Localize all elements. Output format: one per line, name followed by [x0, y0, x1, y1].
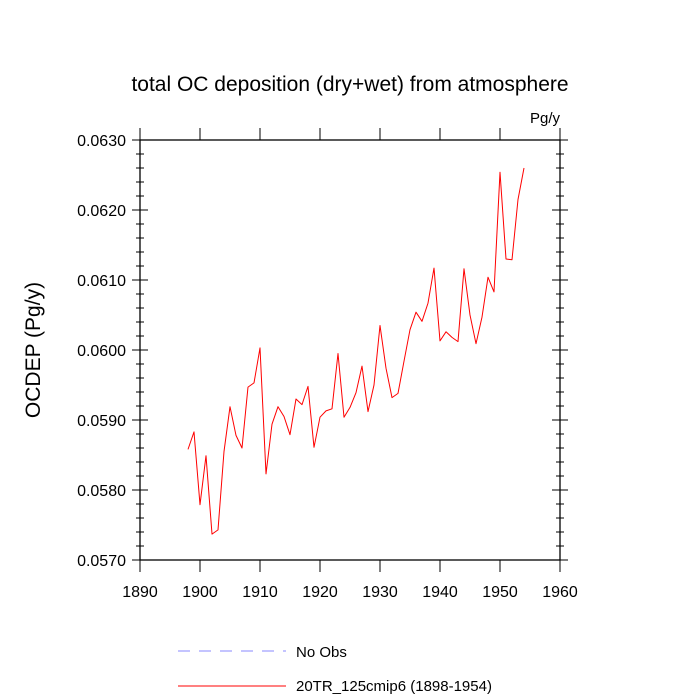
y-axis-label: OCDEP (Pg/y) — [22, 282, 45, 418]
legend: No Obs 20TR_125cmip6 (1898-1954) — [178, 644, 492, 695]
units-label: Pg/y — [530, 110, 561, 127]
x-tick-label: 1960 — [542, 584, 578, 601]
x-tick-label: 1950 — [482, 584, 518, 601]
y-tick-label: 0.0600 — [77, 343, 126, 360]
y-tick-labels: 0.0570 0.0580 0.0590 0.0600 0.0610 0.0620 0.06… — [77, 133, 126, 570]
legend-label-no-obs: No Obs — [296, 644, 347, 661]
x-tick-label: 1890 — [122, 584, 158, 601]
x-tick-label: 1920 — [302, 584, 338, 601]
y-tick-label: 0.0590 — [77, 413, 126, 430]
x-tick-label: 1930 — [362, 584, 398, 601]
y-tick-label: 0.0610 — [77, 273, 126, 290]
x-tick-label: 1940 — [422, 584, 458, 601]
y-tick-label: 0.0580 — [77, 483, 126, 500]
series-line-0 — [187, 167, 525, 535]
x-tick-label: 1900 — [182, 584, 218, 601]
plot-frame — [139, 139, 561, 561]
x-tick-label: 1910 — [242, 584, 278, 601]
axis-ticks — [132, 128, 568, 572]
x-tick-labels: 1890 1900 1910 1920 1930 1940 1950 1960 — [122, 584, 578, 601]
y-tick-label: 0.0630 — [77, 133, 126, 150]
y-tick-label: 0.0570 — [77, 553, 126, 570]
chart-title: total OC deposition (dry+wet) from atmos… — [131, 73, 568, 96]
data-series — [187, 167, 525, 535]
legend-label-20tr: 20TR_125cmip6 (1898-1954) — [296, 678, 492, 695]
y-tick-label: 0.0620 — [77, 203, 126, 220]
